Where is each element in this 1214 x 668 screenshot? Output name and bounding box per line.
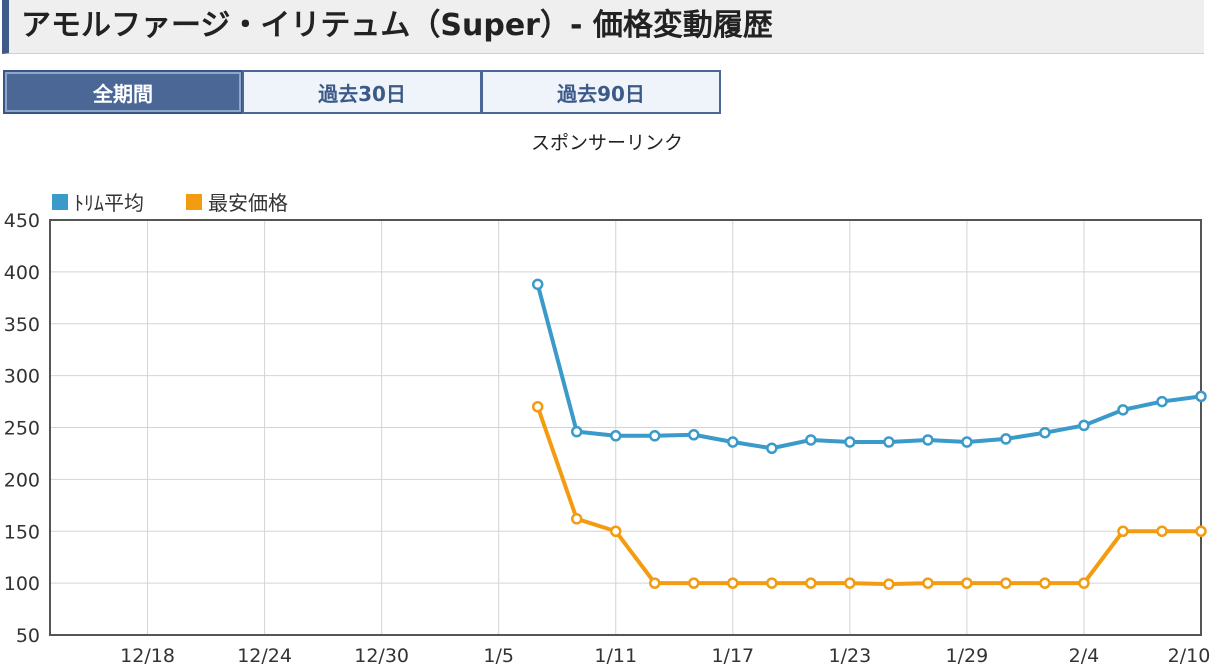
data-point <box>1117 404 1129 416</box>
chart-grid <box>50 219 1202 636</box>
data-point <box>922 434 934 446</box>
data-point <box>961 577 973 589</box>
data-point <box>1039 577 1051 589</box>
data-point <box>609 430 622 442</box>
y-tick-label: 50 <box>16 625 40 647</box>
page-title: アモルファージ・イリテュム（Super）- 価格変動履歴 <box>21 8 773 43</box>
x-tick-label: 1/17 <box>711 645 754 667</box>
data-point <box>727 577 739 589</box>
data-point <box>570 425 583 438</box>
data-point <box>922 577 934 589</box>
series-line <box>535 283 1202 451</box>
chart-legend: ﾄﾘﾑ平均 最安価格 <box>52 191 288 215</box>
sponsor-link-label: スポンサーリンク <box>530 132 683 154</box>
data-point <box>1078 419 1090 432</box>
data-point <box>844 577 856 589</box>
y-tick-label: 200 <box>4 469 40 491</box>
plot-frame <box>49 219 1202 636</box>
data-point <box>570 513 583 525</box>
price-history-chart: ﾄﾘﾑ平均 最安価格 50 100 150 200 250 300 350 400 450 12/… <box>4 191 1211 667</box>
x-tick-label: 12/24 <box>237 645 292 667</box>
tab-all-period[interactable]: 全期間 <box>3 70 243 114</box>
data-point <box>1000 433 1012 445</box>
x-tick-label: 1/23 <box>829 645 872 667</box>
x-tick-label: 2/4 <box>1069 645 1100 667</box>
data-point <box>1039 426 1051 439</box>
data-point <box>649 577 661 589</box>
data-point <box>1156 525 1168 537</box>
tab-past-90-days[interactable]: 過去90日 <box>481 70 721 114</box>
legend-swatch <box>52 194 68 210</box>
legend-label: ﾄﾘﾑ平均 <box>74 191 144 215</box>
data-point <box>883 578 895 590</box>
x-tick-label: 12/18 <box>120 645 175 667</box>
data-point <box>844 436 856 448</box>
chart-series <box>531 278 1207 590</box>
data-point <box>531 401 544 413</box>
data-point <box>805 577 817 589</box>
y-tick-label: 300 <box>4 366 40 388</box>
data-point <box>727 436 739 448</box>
x-axis: 12/18 12/24 12/30 1/5 1/11 1/17 1/23 1/29 2/4 2/1… <box>120 645 1210 667</box>
data-point <box>961 436 973 448</box>
x-tick-label: 1/5 <box>483 645 514 667</box>
series-line <box>535 406 1201 587</box>
x-tick-label: 1/11 <box>594 645 637 667</box>
x-tick-label: 2/10 <box>1168 645 1211 667</box>
legend-swatch <box>186 194 202 210</box>
data-point <box>1000 577 1012 589</box>
data-point <box>649 430 661 442</box>
data-point <box>688 577 700 589</box>
period-tabs: 全期間 過去30日 過去90日 <box>3 70 721 114</box>
y-axis: 50 100 150 200 250 300 350 400 450 <box>4 210 40 647</box>
data-point <box>1195 390 1207 403</box>
data-point <box>766 577 778 589</box>
data-point <box>1195 525 1207 537</box>
y-tick-label: 100 <box>4 573 40 595</box>
tab-past-30-days[interactable]: 過去30日 <box>242 70 482 114</box>
y-tick-label: 400 <box>4 262 40 284</box>
data-point <box>1078 577 1090 589</box>
data-point <box>531 278 544 291</box>
y-tick-label: 350 <box>4 314 40 336</box>
y-tick-label: 450 <box>4 210 40 232</box>
data-point <box>609 525 622 537</box>
data-point <box>766 442 778 454</box>
data-point <box>1117 525 1129 537</box>
page-title-bar: アモルファージ・イリテュム（Super）- 価格変動履歴 <box>2 0 1204 54</box>
legend-label: 最安価格 <box>208 191 288 215</box>
data-point <box>1156 395 1168 408</box>
data-point <box>805 434 817 446</box>
x-tick-label: 1/29 <box>946 645 989 667</box>
x-tick-label: 12/30 <box>354 645 409 667</box>
y-tick-label: 250 <box>4 418 40 440</box>
data-point <box>883 436 895 448</box>
data-point <box>688 429 700 441</box>
y-tick-label: 150 <box>4 521 40 543</box>
